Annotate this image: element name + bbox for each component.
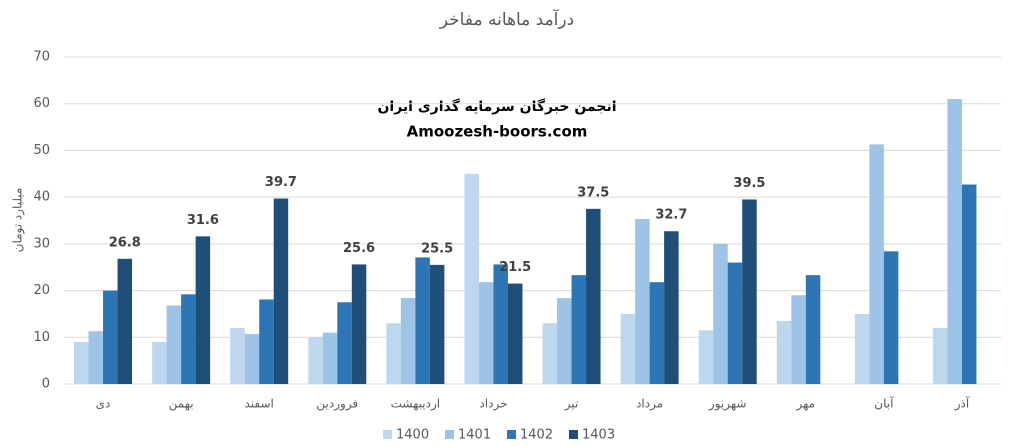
bar <box>932 327 948 384</box>
x-tick-label: مهر <box>795 397 815 412</box>
x-tick-label: دی <box>96 397 111 411</box>
bar <box>322 332 338 384</box>
watermark: انجمن خبرگان سرمایه گذاری ایران <box>377 98 616 115</box>
bar <box>103 290 118 384</box>
data-label: 26.8 <box>109 235 141 250</box>
bar <box>493 264 508 384</box>
bar <box>415 257 430 384</box>
bar <box>259 299 274 384</box>
y-tick-label: 30 <box>33 236 50 251</box>
bar <box>961 184 977 384</box>
data-label: 21.5 <box>499 260 531 275</box>
x-tick-label: خرداد <box>479 397 507 412</box>
data-label: 37.5 <box>577 185 609 200</box>
y-tick-label: 40 <box>33 190 50 205</box>
chart-title: درآمد ماهانه مفاخر <box>439 8 574 30</box>
bar <box>791 295 806 384</box>
bar <box>869 144 884 384</box>
legend-label: 1401 <box>458 428 491 443</box>
bar <box>620 313 636 384</box>
bar <box>74 341 89 384</box>
x-tick-label: مرداد <box>636 397 663 412</box>
bar <box>166 305 182 384</box>
y-tick-label: 60 <box>33 96 50 111</box>
bar <box>557 298 572 384</box>
bar <box>337 302 352 384</box>
bar <box>464 173 479 384</box>
bar <box>88 331 104 384</box>
x-tick-label: شهریور <box>708 397 747 412</box>
bar <box>230 327 245 384</box>
bar <box>635 219 650 384</box>
x-tick-label: آذر <box>954 396 970 412</box>
x-tick-label: اردیبهشت <box>391 397 440 412</box>
legend-swatch <box>383 430 392 439</box>
bar <box>351 264 367 384</box>
bar <box>776 320 792 384</box>
data-label: 25.6 <box>343 241 375 256</box>
bar <box>854 313 870 384</box>
bar <box>947 99 962 385</box>
bar <box>649 282 665 384</box>
bar <box>571 275 587 384</box>
legend-label: 1400 <box>396 428 429 443</box>
data-label: 32.7 <box>655 208 687 223</box>
bar <box>244 334 260 384</box>
bar <box>542 323 558 384</box>
bar <box>664 231 679 384</box>
bar <box>181 294 196 384</box>
data-label: 39.5 <box>733 176 765 191</box>
data-label: 31.6 <box>187 213 219 228</box>
data-label: 25.5 <box>421 241 453 256</box>
x-tick-label: فروردین <box>316 397 358 412</box>
bar <box>386 323 401 384</box>
data-label: 39.7 <box>265 175 297 190</box>
y-tick-label: 0 <box>42 377 50 392</box>
bar <box>586 208 601 384</box>
legend-swatch <box>507 430 516 439</box>
x-tick-label: تیر <box>564 397 579 412</box>
legend-swatch <box>569 430 578 439</box>
watermark: Amoozesh-boors.com <box>407 123 588 141</box>
bar <box>713 243 728 384</box>
bar <box>478 282 494 384</box>
bar <box>727 262 743 384</box>
bar <box>195 236 211 384</box>
y-tick-label: 10 <box>33 330 50 345</box>
x-tick-label: آبان <box>874 396 894 411</box>
y-tick-label: 70 <box>33 50 50 65</box>
x-tick-label: اسفند <box>245 397 274 411</box>
bar <box>273 198 289 384</box>
bar <box>152 341 167 384</box>
bar <box>698 330 714 384</box>
legend-swatch <box>445 430 454 439</box>
bar <box>507 283 523 384</box>
y-tick-label: 20 <box>33 283 50 298</box>
legend-label: 1403 <box>582 428 615 443</box>
legend-label: 1402 <box>520 428 553 443</box>
x-tick-label: بهمن <box>169 397 194 412</box>
bar <box>429 264 445 384</box>
bar <box>883 251 899 384</box>
bar <box>805 275 821 384</box>
bar <box>308 337 323 384</box>
bar <box>742 199 757 384</box>
bar <box>400 298 416 384</box>
y-axis-label: میلیارد تومان <box>11 188 26 253</box>
bar <box>117 258 133 384</box>
y-tick-label: 50 <box>33 143 50 158</box>
